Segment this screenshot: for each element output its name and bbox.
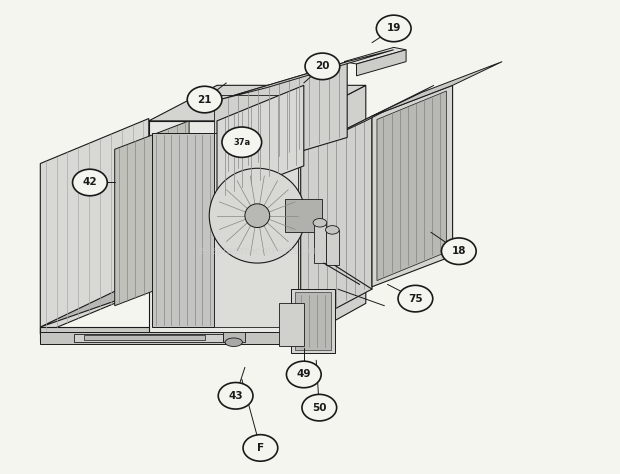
Polygon shape bbox=[40, 275, 149, 327]
Polygon shape bbox=[115, 121, 189, 306]
Polygon shape bbox=[152, 133, 214, 327]
Polygon shape bbox=[40, 327, 298, 341]
Circle shape bbox=[218, 383, 253, 409]
Polygon shape bbox=[291, 289, 335, 353]
Polygon shape bbox=[372, 62, 502, 116]
Polygon shape bbox=[149, 121, 298, 341]
Ellipse shape bbox=[313, 219, 327, 227]
Polygon shape bbox=[372, 85, 453, 287]
Text: 19: 19 bbox=[386, 23, 401, 34]
Polygon shape bbox=[214, 95, 298, 133]
Text: eReplacementParts.com: eReplacementParts.com bbox=[197, 246, 324, 256]
Text: 75: 75 bbox=[408, 293, 423, 304]
Polygon shape bbox=[217, 85, 304, 199]
Text: 21: 21 bbox=[197, 94, 212, 105]
Circle shape bbox=[376, 15, 411, 42]
Text: 50: 50 bbox=[312, 402, 327, 413]
Circle shape bbox=[243, 435, 278, 461]
Ellipse shape bbox=[225, 338, 242, 346]
Polygon shape bbox=[74, 334, 223, 342]
Circle shape bbox=[441, 238, 476, 264]
Polygon shape bbox=[214, 133, 298, 327]
Polygon shape bbox=[220, 50, 394, 100]
Polygon shape bbox=[223, 332, 245, 342]
Polygon shape bbox=[356, 50, 406, 76]
Polygon shape bbox=[149, 85, 366, 121]
Circle shape bbox=[73, 169, 107, 196]
Circle shape bbox=[305, 53, 340, 80]
Polygon shape bbox=[301, 85, 434, 152]
Text: 43: 43 bbox=[228, 391, 243, 401]
Text: 49: 49 bbox=[296, 369, 311, 380]
Text: 18: 18 bbox=[451, 246, 466, 256]
Polygon shape bbox=[326, 230, 339, 265]
Text: 20: 20 bbox=[315, 61, 330, 72]
Text: 37a: 37a bbox=[233, 138, 250, 146]
Ellipse shape bbox=[245, 204, 270, 228]
Text: 42: 42 bbox=[82, 177, 97, 188]
Ellipse shape bbox=[210, 168, 306, 263]
Text: F: F bbox=[257, 443, 264, 453]
Polygon shape bbox=[84, 335, 205, 340]
Polygon shape bbox=[295, 292, 331, 350]
Polygon shape bbox=[377, 91, 446, 281]
Polygon shape bbox=[344, 47, 406, 64]
Polygon shape bbox=[40, 118, 149, 334]
Polygon shape bbox=[220, 62, 347, 175]
Circle shape bbox=[187, 86, 222, 113]
Polygon shape bbox=[40, 332, 298, 344]
Ellipse shape bbox=[326, 226, 339, 234]
Circle shape bbox=[302, 394, 337, 421]
Polygon shape bbox=[314, 223, 326, 263]
Circle shape bbox=[222, 127, 262, 157]
Polygon shape bbox=[279, 303, 304, 346]
Circle shape bbox=[286, 361, 321, 388]
Polygon shape bbox=[298, 85, 366, 341]
Polygon shape bbox=[301, 116, 372, 327]
Polygon shape bbox=[285, 199, 322, 232]
Circle shape bbox=[398, 285, 433, 312]
